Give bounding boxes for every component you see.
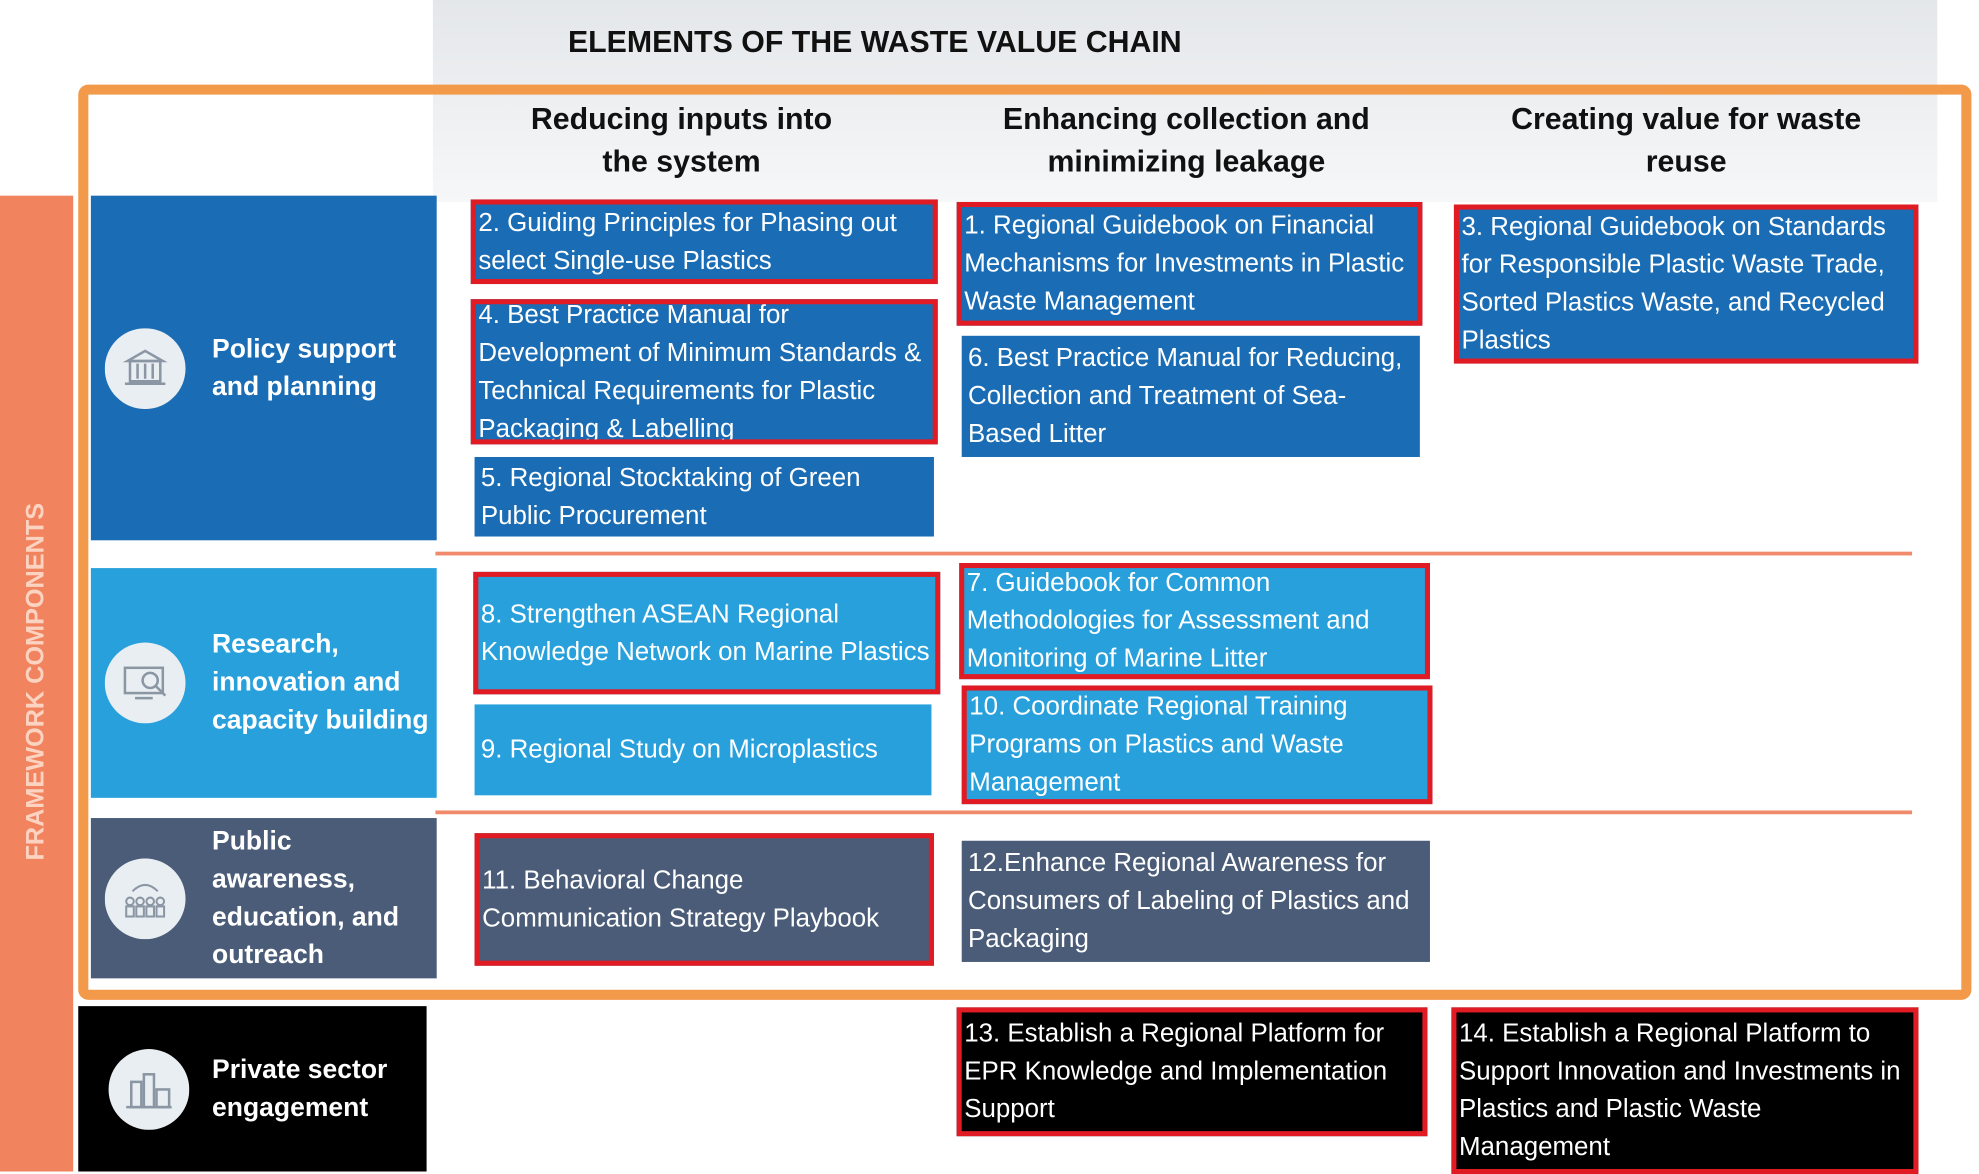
- action-box: 9. Regional Study on Microplastics: [474, 704, 932, 796]
- action-text: 9. Regional Study on Microplastics: [480, 734, 878, 764]
- row-panel: Policy support and planning: [90, 195, 437, 541]
- row-label: Public awareness, education, and outreac…: [212, 826, 400, 969]
- side-bar: [0, 195, 74, 1172]
- action-text: 1. Regional Guidebook on Financial Mecha…: [964, 210, 1405, 316]
- action-box: 1. Regional Guidebook on Financial Mecha…: [956, 201, 1423, 326]
- action-text: 13. Establish a Regional Platform for EP…: [964, 1018, 1388, 1124]
- action-text: 11. Behavioral Change Communication Stra…: [482, 865, 880, 933]
- action-text: 14. Establish a Regional Platform to Sup…: [1458, 1018, 1901, 1162]
- row-panel: Public awareness, education, and outreac…: [90, 818, 437, 979]
- action-text: 7. Guidebook for Common Methodologies fo…: [966, 568, 1370, 673]
- action-box: 5. Regional Stocktaking of Green Public …: [474, 456, 934, 537]
- header-band: [432, 0, 1938, 202]
- row-panel: Research, innovation and capacity buildi…: [90, 568, 437, 798]
- diagram-title: ELEMENTS OF THE WASTE VALUE CHAIN: [567, 25, 1182, 60]
- row-label: Policy support and planning: [212, 333, 397, 401]
- action-box: 11. Behavioral Change Communication Stra…: [474, 833, 934, 966]
- action-box: 7. Guidebook for Common Methodologies fo…: [959, 563, 1430, 680]
- action-text: 6. Best Practice Manual for Reducing, Co…: [968, 343, 1403, 449]
- row-separator: [435, 810, 1913, 815]
- action-text: 8. Strengthen ASEAN Regional Knowledge N…: [480, 599, 930, 666]
- action-text: 12.Enhance Regional Awareness for Consum…: [968, 848, 1410, 954]
- row-label: Private sector engagement: [212, 1054, 388, 1122]
- action-box: 6. Best Practice Manual for Reducing, Co…: [961, 335, 1420, 457]
- action-box: 4. Best Practice Manual for Development …: [470, 299, 938, 445]
- action-box: 10. Coordinate Regional Training Program…: [961, 685, 1433, 805]
- action-text: 2. Guiding Principles for Phasing out se…: [478, 207, 897, 275]
- action-text: 3. Regional Guidebook on Standards for R…: [1461, 212, 1886, 355]
- column-header: Enhancing collection and minimizing leak…: [1002, 102, 1370, 180]
- action-text: 10. Coordinate Regional Training Program…: [969, 691, 1348, 797]
- action-box: 2. Guiding Principles for Phasing out se…: [470, 199, 938, 285]
- row-panel: Private sector engagement: [78, 1006, 427, 1172]
- action-box: 8. Strengthen ASEAN Regional Knowledge N…: [473, 571, 941, 695]
- action-box: 3. Regional Guidebook on Standards for R…: [1453, 204, 1919, 364]
- row-icon: [104, 857, 186, 939]
- action-box: 14. Establish a Regional Platform to Sup…: [1451, 1007, 1919, 1174]
- column-header: Creating value for waste reuse: [1511, 102, 1862, 180]
- action-text: 4. Best Practice Manual for Development …: [478, 299, 922, 443]
- action-box: 12.Enhance Regional Awareness for Consum…: [961, 840, 1430, 962]
- row-icon: [104, 642, 186, 724]
- row-separator: [435, 551, 1913, 556]
- row-icon: [104, 327, 186, 409]
- row-icon: [108, 1048, 190, 1130]
- column-header: Reducing inputs into the system: [530, 102, 833, 180]
- action-text: 5. Regional Stocktaking of Green Public …: [480, 462, 861, 530]
- action-box: 13. Establish a Regional Platform for EP…: [956, 1007, 1428, 1137]
- row-label: Research, innovation and capacity buildi…: [212, 629, 429, 735]
- side-label: FRAMEWORK COMPONENTS: [22, 502, 50, 861]
